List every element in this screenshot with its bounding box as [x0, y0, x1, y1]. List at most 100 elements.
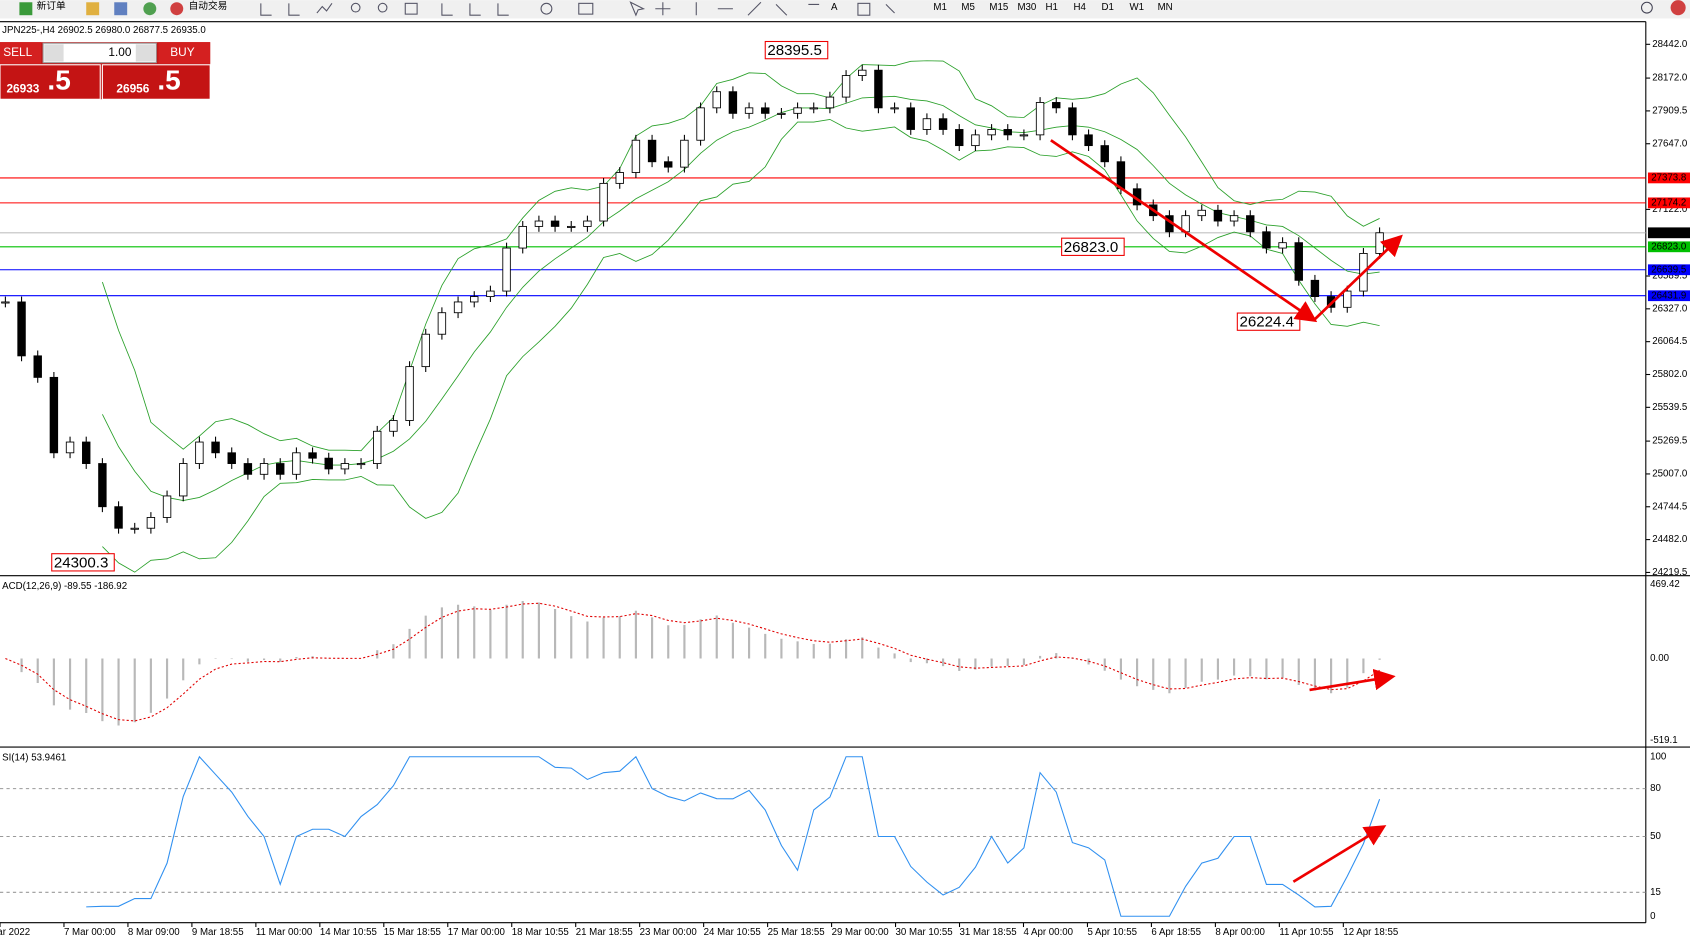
icon[interactable]: [86, 2, 100, 16]
timeframe[interactable]: MN: [1158, 2, 1173, 13]
text-tool[interactable]: A: [831, 2, 838, 13]
price-area: 28395.5 26823.0 26224.4 24300.3: [0, 40, 1646, 573]
x-tick-label: Mar 2022: [0, 927, 30, 938]
timeframe[interactable]: H1: [1045, 2, 1057, 13]
sell-label[interactable]: SELL: [3, 45, 32, 59]
auto-trading-icon[interactable]: [170, 2, 184, 16]
y-tick-label: 27647.0: [1652, 138, 1688, 149]
y-tick-label: 24482.0: [1652, 534, 1688, 545]
timeframe[interactable]: M5: [961, 2, 974, 13]
candle-body: [486, 290, 495, 298]
search-icon[interactable]: [1640, 1, 1653, 14]
macd-tick-label: 0.00: [1650, 653, 1669, 664]
lot-input[interactable]: [42, 42, 157, 64]
auto-trading[interactable]: 自动交易: [189, 0, 228, 12]
candle-body: [938, 118, 948, 130]
x-tick-label: 6 Apr 18:55: [1151, 927, 1201, 938]
level-label: 26823.0: [1651, 241, 1687, 252]
timeframe[interactable]: D1: [1102, 2, 1114, 13]
timeframe[interactable]: W1: [1130, 2, 1145, 13]
level-label: 26431.9: [1651, 290, 1686, 301]
candle-body: [1019, 134, 1029, 137]
annotation: 24300.3: [54, 554, 109, 571]
candle-body: [453, 301, 463, 314]
timeframe[interactable]: M30: [1017, 2, 1036, 13]
y-tick-label: 28442.0: [1652, 39, 1688, 50]
arrow: [1292, 825, 1387, 883]
y-tick-label: 27909.5: [1652, 105, 1687, 116]
candle-body: [744, 107, 754, 114]
arrow: [1309, 668, 1396, 692]
annotation: 28395.5: [767, 42, 822, 59]
buy-button[interactable]: [158, 42, 211, 64]
candle-body: [987, 129, 996, 136]
lot-up[interactable]: [135, 44, 156, 62]
candle-body: [841, 75, 851, 98]
rsi-area: [0, 755, 1646, 917]
x-tick-label: 11 Mar 00:00: [256, 927, 313, 938]
ask-main[interactable]: 26956: [116, 82, 149, 96]
candle-body: [162, 495, 172, 518]
candle-body: [1278, 242, 1287, 249]
buy-price-box[interactable]: [101, 64, 211, 100]
x-tick-label: 29 Mar 00:00: [832, 927, 890, 938]
account-icon[interactable]: [1670, 0, 1686, 16]
tool-icons[interactable]: [260, 1, 895, 17]
new-order-icon[interactable]: [19, 2, 33, 16]
candle-body: [179, 463, 188, 497]
candle-body: [1084, 134, 1093, 147]
rsi-header: SI(14) 53.9461: [2, 752, 66, 763]
timeframe[interactable]: M15: [989, 2, 1008, 13]
candle-body: [33, 355, 42, 378]
bid-main[interactable]: 26933: [6, 82, 39, 96]
candle-body: [1229, 215, 1239, 222]
candle-body: [1262, 231, 1271, 249]
bid-fraction[interactable]: .5: [47, 64, 70, 95]
candle-body: [130, 527, 139, 530]
x-tick-label: 30 Mar 10:55: [896, 927, 953, 938]
x-tick-label: 18 Mar 10:55: [512, 927, 569, 938]
rsi-tick-label: 15: [1650, 887, 1661, 898]
timeframe[interactable]: M1: [933, 2, 946, 13]
candle-body: [1246, 215, 1255, 233]
candle-body: [211, 441, 220, 454]
ask-fraction[interactable]: .5: [157, 64, 180, 95]
candle-body: [1294, 242, 1303, 281]
candle-body: [647, 139, 657, 163]
arrow: [1050, 139, 1318, 323]
lot-value[interactable]: 1.00: [108, 45, 131, 59]
y-tick-label: 26064.5: [1652, 336, 1687, 347]
sell-button[interactable]: [0, 42, 41, 64]
lot-down[interactable]: [44, 44, 64, 62]
icon[interactable]: [143, 2, 157, 16]
y-tick-label: 25802.0: [1652, 369, 1688, 380]
candle-body: [389, 420, 398, 432]
new-order[interactable]: 新订单: [37, 0, 66, 12]
candle-body: [292, 452, 301, 475]
candle-body: [1, 301, 10, 304]
candle-body: [858, 69, 867, 77]
icon[interactable]: [114, 2, 128, 16]
candle-body: [82, 441, 91, 464]
x-tick-label: 11 Apr 10:55: [1279, 927, 1333, 938]
x-tick-label: 8 Mar 09:00: [128, 927, 180, 938]
y-tick-label: 25007.0: [1652, 468, 1688, 479]
annotation-box: [51, 553, 115, 572]
annotation: 26224.4: [1239, 314, 1294, 331]
candle-body: [1375, 232, 1384, 254]
candle-body: [550, 220, 560, 227]
x-tick-label: 4 Apr 00:00: [1023, 927, 1073, 938]
sell-price-box[interactable]: [0, 64, 101, 100]
frame: [0, 21, 1690, 924]
candle-body: [65, 441, 75, 454]
annotation-box: [764, 40, 829, 60]
y-tick-label: 24219.5: [1652, 567, 1687, 578]
candle-body: [567, 225, 576, 228]
candle-body: [680, 139, 689, 168]
candle-body: [98, 463, 107, 508]
candle-body: [470, 296, 479, 303]
timeframe[interactable]: H4: [1073, 2, 1086, 13]
buy-label[interactable]: BUY: [170, 45, 194, 59]
